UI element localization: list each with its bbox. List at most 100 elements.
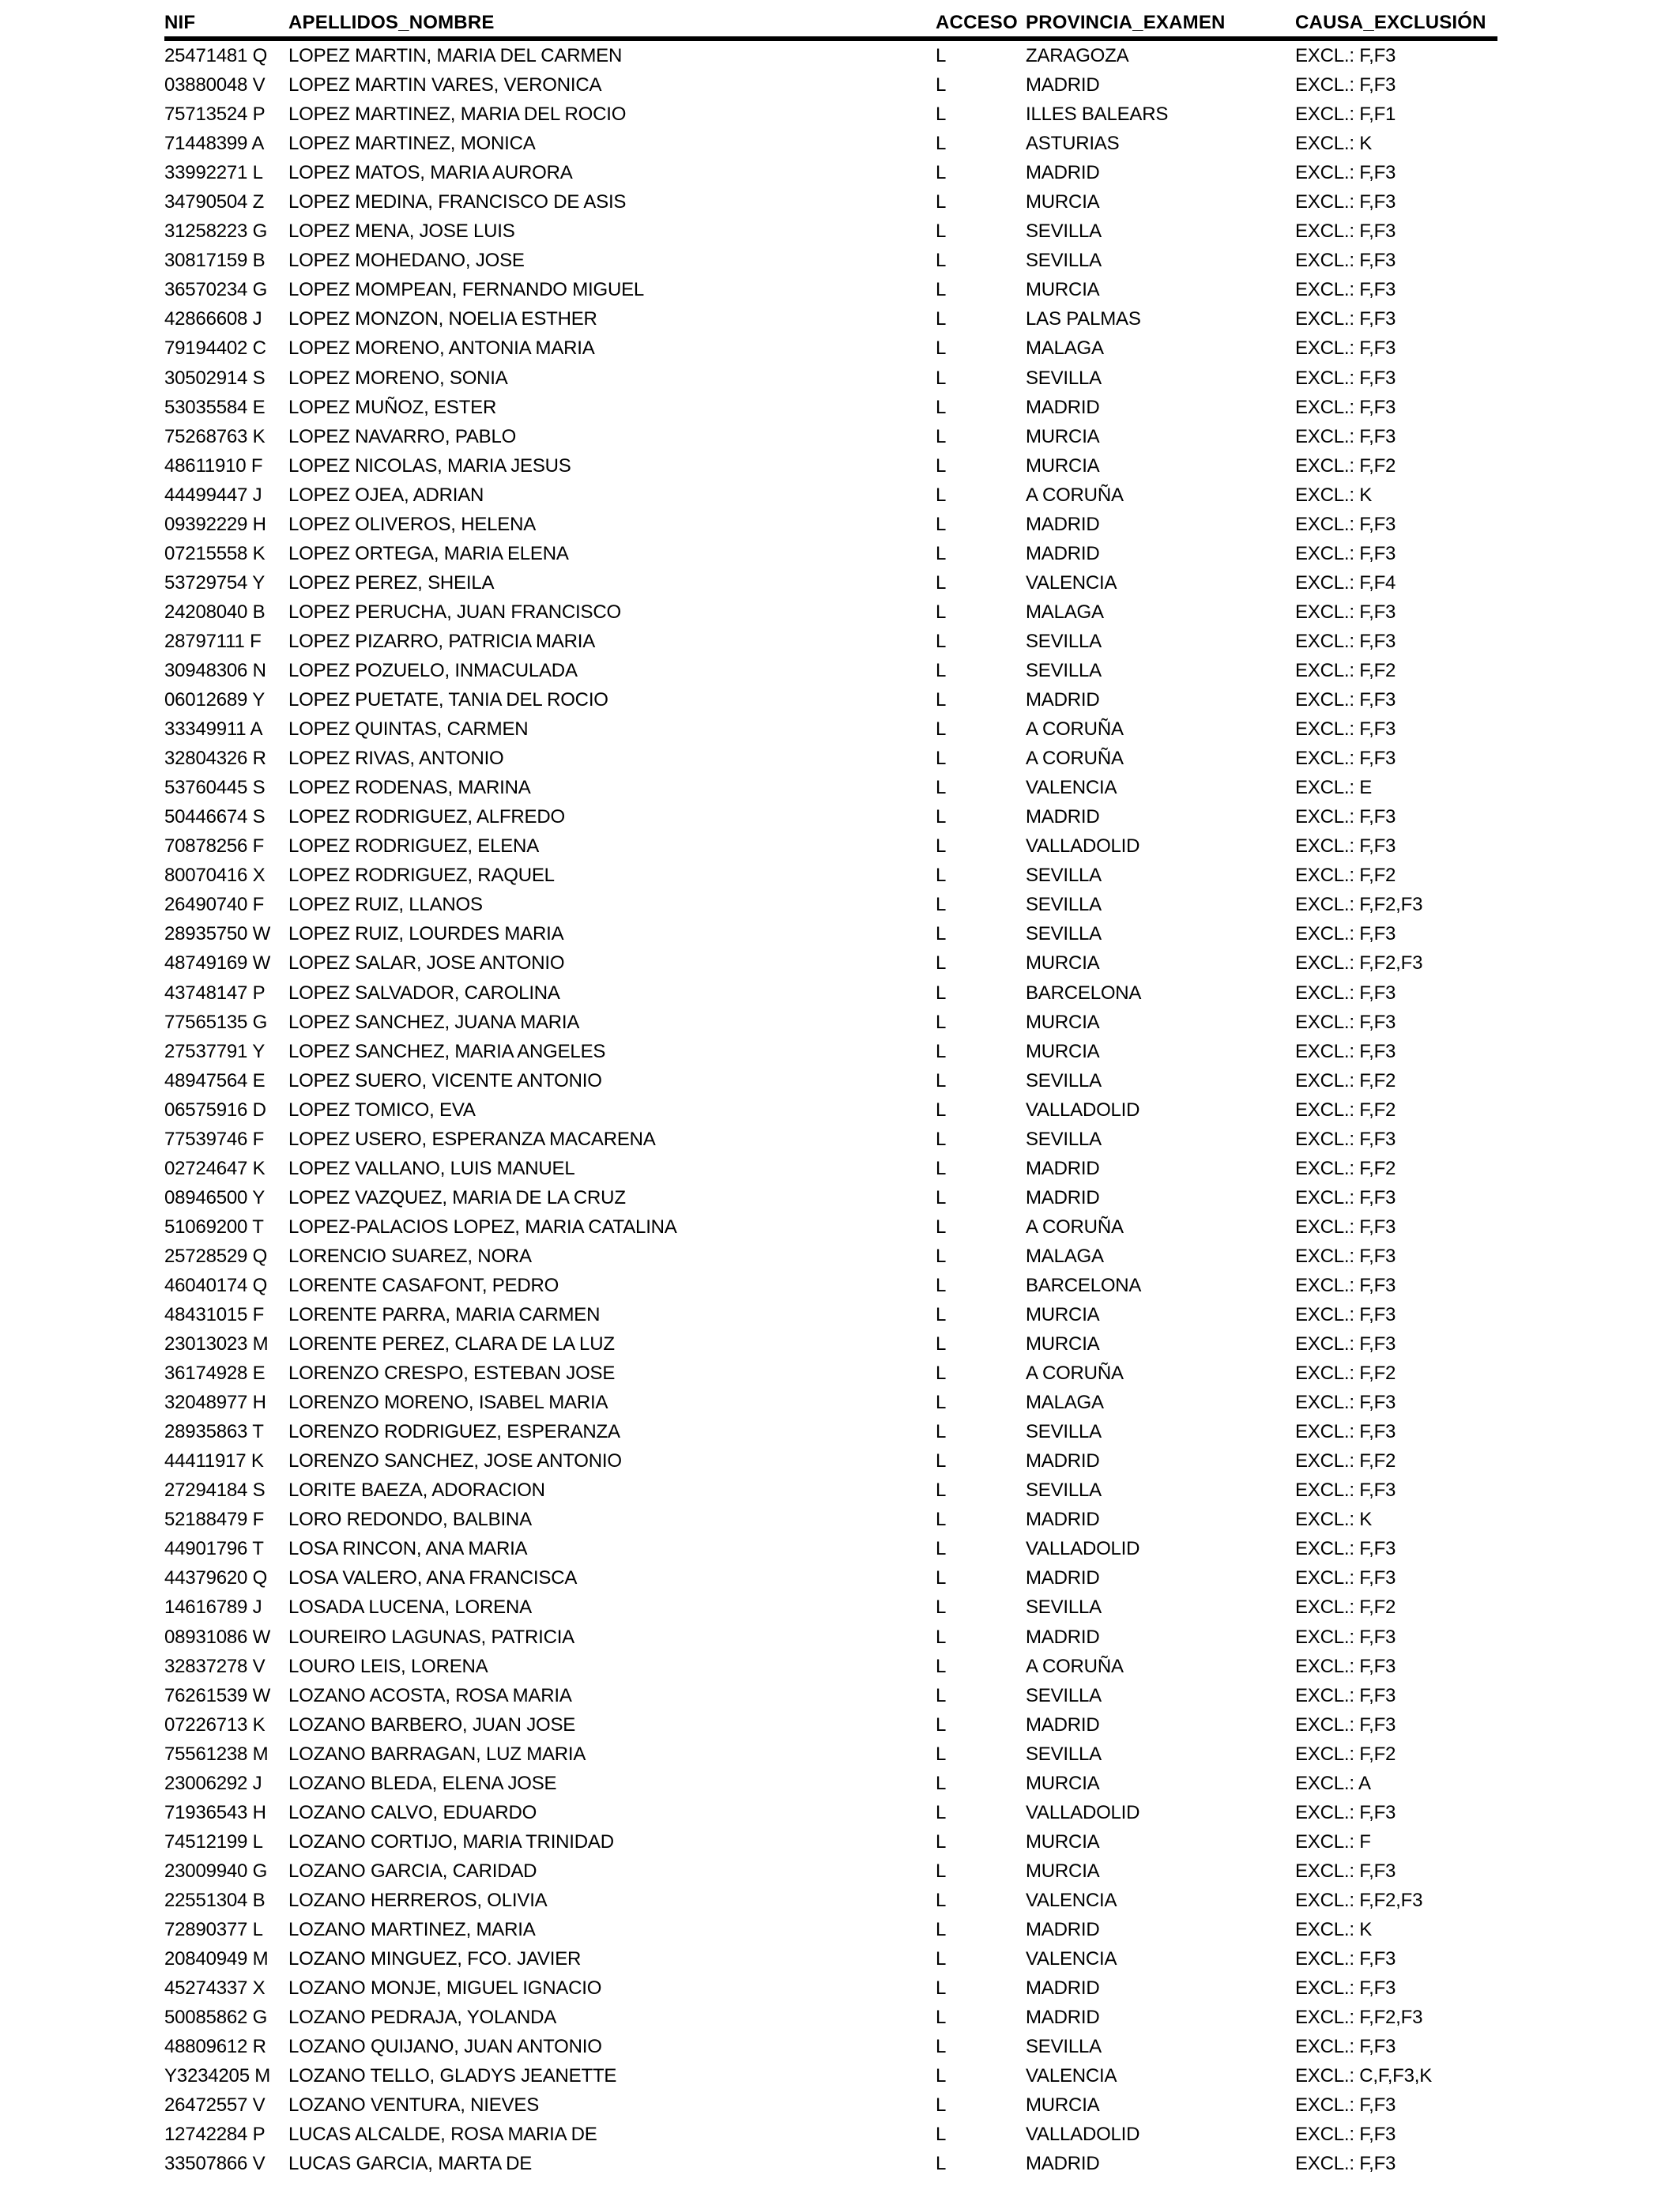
provincia-cell: MADRID	[1026, 542, 1100, 564]
provincia-cell: SEVILLA	[1026, 923, 1102, 945]
acceso-cell: L	[936, 279, 947, 301]
acceso-cell: L	[936, 337, 947, 360]
nif-cell: 53760445 S	[164, 777, 266, 799]
nif-cell: Y3234205 M	[164, 2065, 271, 2087]
nif-cell: 12742284 P	[164, 2124, 266, 2146]
nif-cell: 30817159 B	[164, 250, 266, 272]
acceso-cell: L	[936, 1772, 947, 1794]
name-cell: LORENTE CASAFONT, PEDRO	[288, 1274, 559, 1296]
nif-cell: 75268763 K	[164, 425, 266, 447]
nif-cell: 36174928 E	[164, 1363, 266, 1385]
name-cell: LUCAS ALCALDE, ROSA MARIA DE	[288, 2124, 597, 2146]
table-row: 53035584 E LOPEZ MUÑOZ, ESTER L MADRID E…	[164, 393, 1497, 422]
causa-cell: EXCL.: F,F3	[1295, 1011, 1396, 1033]
provincia-cell: MADRID	[1026, 1157, 1100, 1179]
name-cell: LOZANO ACOSTA, ROSA MARIA	[288, 1684, 572, 1706]
nif-cell: 25728529 Q	[164, 1245, 268, 1267]
table-row: 32048977 H LORENZO MORENO, ISABEL MARIA …	[164, 1388, 1497, 1417]
name-cell: LOZANO MARTINEZ, MARIA	[288, 1919, 536, 1940]
provincia-cell: VALENCIA	[1026, 2065, 1117, 2087]
name-cell: LOPEZ RODENAS, MARINA	[288, 777, 531, 799]
acceso-cell: L	[936, 1069, 947, 1091]
table-row: 25471481 Q LOPEZ MARTIN, MARIA DEL CARME…	[164, 41, 1497, 70]
table-row: 80070416 X LOPEZ RODRIGUEZ, RAQUEL L SEV…	[164, 861, 1497, 890]
nif-cell: 36570234 G	[164, 279, 268, 301]
table-row: 27294184 S LORITE BAEZA, ADORACION L SEV…	[164, 1476, 1497, 1505]
name-cell: LOSA VALERO, ANA FRANCISCA	[288, 1567, 578, 1589]
nif-cell: 42866608 J	[164, 308, 262, 330]
table-row: 77565135 G LOPEZ SANCHEZ, JUANA MARIA L …	[164, 1008, 1497, 1037]
name-cell: LOPEZ TOMICO, EVA	[288, 1099, 476, 1121]
provincia-cell: MURCIA	[1026, 1860, 1100, 1882]
name-cell: LORENZO MORENO, ISABEL MARIA	[288, 1392, 608, 1414]
nif-cell: 48809612 R	[164, 2036, 266, 2058]
acceso-cell: L	[936, 1274, 947, 1296]
causa-cell: EXCL.: F,F3	[1295, 718, 1396, 741]
acceso-cell: L	[936, 1743, 947, 1765]
causa-cell: EXCL.: F,F3	[1295, 1040, 1396, 1062]
acceso-cell: L	[936, 1245, 947, 1267]
provincia-cell: MADRID	[1026, 1186, 1100, 1208]
acceso-cell: L	[936, 777, 947, 799]
acceso-cell: L	[936, 1567, 947, 1589]
name-cell: LOPEZ NICOLAS, MARIA JESUS	[288, 454, 571, 477]
causa-cell: EXCL.: F,F3	[1295, 1567, 1396, 1589]
causa-cell: EXCL.: F,F3	[1295, 630, 1396, 652]
acceso-cell: L	[936, 191, 947, 213]
causa-cell: EXCL.: F,F3	[1295, 513, 1396, 535]
provincia-cell: MURCIA	[1026, 1830, 1100, 1853]
nif-cell: 32804326 R	[164, 748, 266, 770]
acceso-cell: L	[936, 1304, 947, 1326]
nif-cell: 25471481 Q	[164, 45, 268, 66]
nif-cell: 32837278 V	[164, 1655, 266, 1677]
nif-cell: 26490740 F	[164, 894, 265, 916]
acceso-cell: L	[936, 425, 947, 447]
provincia-cell: A CORUÑA	[1026, 748, 1124, 770]
name-cell: LOZANO HERREROS, OLIVIA	[288, 1889, 548, 1911]
name-cell: LOPEZ SUERO, VICENTE ANTONIO	[288, 1069, 602, 1091]
causa-cell: EXCL.: F,F3	[1295, 2036, 1396, 2058]
name-cell: LOPEZ PIZARRO, PATRICIA MARIA	[288, 630, 596, 652]
table-row: 46040174 Q LORENTE CASAFONT, PEDRO L BAR…	[164, 1271, 1497, 1300]
name-cell: LOPEZ MUÑOZ, ESTER	[288, 396, 497, 418]
name-cell: LOZANO PEDRAJA, YOLANDA	[288, 2007, 557, 2029]
causa-cell: EXCL.: F,F3	[1295, 2153, 1396, 2175]
table-row: 23013023 M LORENTE PEREZ, CLARA DE LA LU…	[164, 1329, 1497, 1359]
causa-cell: EXCL.: F,F3	[1295, 337, 1396, 360]
acceso-cell: L	[936, 1186, 947, 1208]
nif-cell: 08946500 Y	[164, 1186, 266, 1208]
name-cell: LOPEZ QUINTAS, CARMEN	[288, 718, 529, 741]
acceso-cell: L	[936, 571, 947, 594]
table-row: 27537791 Y LOPEZ SANCHEZ, MARIA ANGELES …	[164, 1037, 1497, 1066]
causa-cell: EXCL.: F,F3	[1295, 191, 1396, 213]
acceso-cell: L	[936, 162, 947, 184]
provincia-cell: VALLADOLID	[1026, 2124, 1140, 2146]
provincia-cell: MALAGA	[1026, 601, 1104, 623]
nif-cell: 48611910 F	[164, 454, 263, 477]
acceso-cell: L	[936, 367, 947, 389]
provincia-cell: SEVILLA	[1026, 1421, 1102, 1443]
table-row: 08946500 Y LOPEZ VAZQUEZ, MARIA DE LA CR…	[164, 1183, 1497, 1212]
table-row: 52188479 F LORO REDONDO, BALBINA L MADRI…	[164, 1505, 1497, 1534]
causa-cell: EXCL.: F,F3	[1295, 1128, 1396, 1150]
acceso-cell: L	[936, 835, 947, 858]
table-row: Y3234205 M LOZANO TELLO, GLADYS JEANETTE…	[164, 2061, 1497, 2090]
causa-cell: EXCL.: F,F3	[1295, 162, 1396, 184]
name-cell: LOUREIRO LAGUNAS, PATRICIA	[288, 1626, 574, 1648]
provincia-cell: LAS PALMAS	[1026, 308, 1141, 330]
causa-cell: EXCL.: F,F3	[1295, 221, 1396, 243]
causa-cell: EXCL.: F,F3	[1295, 1304, 1396, 1326]
causa-cell: EXCL.: F,F2,F3	[1295, 1889, 1423, 1911]
acceso-cell: L	[936, 1801, 947, 1823]
provincia-cell: SEVILLA	[1026, 894, 1102, 916]
provincia-cell: MURCIA	[1026, 1772, 1100, 1794]
provincia-cell: A CORUÑA	[1026, 1216, 1124, 1238]
name-cell: LOPEZ VALLANO, LUIS MANUEL	[288, 1157, 575, 1179]
nif-cell: 30948306 N	[164, 659, 266, 681]
table-row: 51069200 T LOPEZ-PALACIOS LOPEZ, MARIA C…	[164, 1212, 1497, 1242]
provincia-cell: MURCIA	[1026, 425, 1100, 447]
name-cell: LOZANO BARBERO, JUAN JOSE	[288, 1713, 576, 1736]
nif-cell: 26472557 V	[164, 2094, 266, 2117]
table-row: 33992271 L LOPEZ MATOS, MARIA AURORA L M…	[164, 158, 1497, 187]
provincia-cell: MADRID	[1026, 2153, 1100, 2175]
